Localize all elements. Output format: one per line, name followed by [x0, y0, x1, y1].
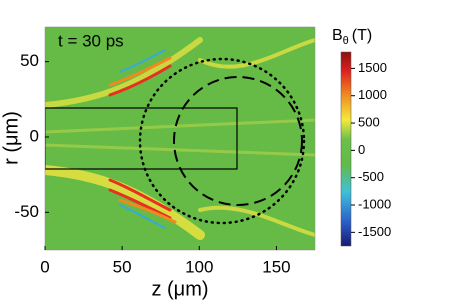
colorbar-tick-label: 0: [358, 142, 365, 157]
field-map: [45, 27, 315, 250]
colorbar-tick-label: 500: [358, 114, 380, 129]
x-tick-label: 50: [113, 257, 132, 276]
y-tick-label: 0: [30, 126, 39, 145]
colorbar-label: Bθ (T): [332, 27, 372, 47]
colorbar-tick-label: 1000: [358, 87, 387, 102]
colorbar-tick-label: -1500: [358, 224, 391, 239]
y-tick-label: 50: [20, 51, 39, 70]
x-tick-label: 150: [262, 257, 290, 276]
colorbar-subscript: θ: [343, 35, 349, 47]
x-tick-label: 0: [40, 257, 49, 276]
x-tick-label: 100: [185, 257, 213, 276]
colorbar-symbol: B: [332, 27, 343, 44]
colorbar-tick-label: -1000: [358, 196, 391, 211]
y-tick-label: -50: [14, 202, 39, 221]
plot-frame: [44, 26, 316, 251]
annotation: t = 30 ps: [58, 31, 124, 50]
x-axis-label: z (μm): [151, 278, 208, 300]
colorbar: [340, 51, 352, 247]
colorbar-tick-label: 1500: [358, 60, 387, 75]
colorbar-unit: (T): [352, 27, 372, 44]
colorbar-tick-label: -500: [358, 169, 384, 184]
y-axis-label: r (μm): [0, 111, 22, 165]
